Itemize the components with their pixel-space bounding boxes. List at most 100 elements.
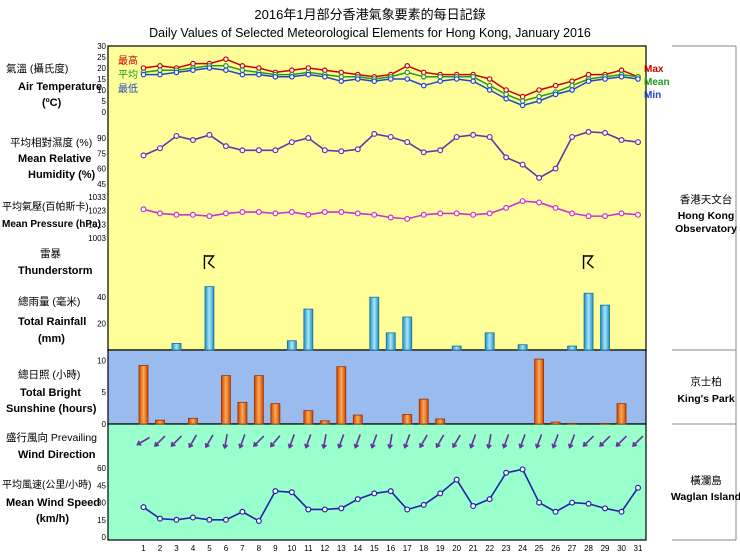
wind-arrow-day-30	[615, 435, 628, 447]
wind-arrow-day-11	[304, 434, 312, 449]
wind-arrow-day-29	[599, 435, 611, 447]
x-tick-19: 19	[436, 544, 445, 553]
x-tick-14: 14	[353, 544, 362, 553]
wind-arrow-day-15	[370, 434, 378, 449]
wind-arrow-day-21	[469, 434, 477, 449]
pressure-tick-1023: 1023	[88, 207, 106, 216]
humidity-point-17	[404, 139, 411, 146]
wind-speed-point-12	[321, 506, 328, 513]
temp-min-point-7	[239, 71, 246, 78]
temp-max-point-10	[289, 67, 295, 74]
sun-bar-day-6	[221, 375, 231, 425]
temp-mean-point-13	[338, 74, 345, 80]
sun-bar-day-17	[402, 414, 413, 425]
wind-speed-point-23	[503, 469, 510, 476]
x-tick-17: 17	[403, 544, 412, 553]
legend-min-en: Min	[644, 90, 661, 101]
rain-tick-20: 20	[97, 320, 106, 329]
thunder-label-en: Thunderstorm	[18, 265, 93, 277]
humidity-point-31	[634, 139, 641, 146]
station-hko-zh: 香港天文台	[680, 193, 733, 206]
humidity-point-27	[569, 133, 576, 140]
wind-speed-point-24	[519, 466, 526, 473]
humidity-point-29	[602, 129, 609, 136]
wind-speed-point-21	[470, 503, 477, 510]
temp-max-point-17	[404, 63, 411, 69]
wind-tick-45: 45	[97, 481, 106, 490]
pressure-point-1	[140, 206, 147, 213]
windspeed-label-en-2: (km/h)	[36, 513, 69, 525]
temp-max-point-4	[190, 60, 196, 67]
wind-speed-point-13	[338, 505, 345, 512]
pressure-point-5	[206, 213, 213, 220]
humidity-point-13	[338, 148, 345, 155]
wind-arrow-day-13	[337, 434, 345, 449]
humidity-point-4	[189, 137, 196, 144]
wind-arrow-day-4	[188, 434, 198, 449]
temp-min-point-31	[635, 76, 641, 82]
rain-label-en-1: Total Rainfall	[18, 316, 86, 328]
rain-bar-day-27	[567, 345, 577, 351]
winddir-label-en: Wind Direction	[18, 449, 96, 461]
rain-bar-day-17	[402, 316, 413, 351]
wind-speed-point-31	[634, 484, 641, 491]
x-tick-3: 3	[174, 544, 179, 553]
temp-max-point-22	[486, 76, 493, 82]
sun-bar-day-11	[303, 410, 314, 425]
humidity-point-9	[272, 147, 279, 154]
humidity-tick-60: 60	[97, 165, 106, 174]
temp-max-point-1	[140, 65, 147, 71]
temp-min-point-5	[206, 65, 213, 71]
pressure-point-9	[272, 210, 279, 217]
wind-speed-point-2	[156, 515, 163, 522]
sun-label-en-1: Total Bright	[20, 387, 81, 399]
wind-arrow-day-22	[486, 433, 492, 450]
pressure-point-26	[552, 204, 559, 211]
rain-label-en-2: (mm)	[38, 333, 65, 345]
wind-arrow-day-28	[582, 435, 595, 447]
wind-speed-point-27	[569, 499, 576, 506]
pressure-tick-1003: 1003	[88, 234, 106, 243]
humidity-point-18	[420, 149, 427, 156]
temp-tick-25: 25	[97, 53, 106, 62]
legend-max-zh: 最高	[118, 54, 138, 67]
thunderstorm-symbol-day-5	[203, 255, 215, 269]
temp-mean-point-23	[503, 91, 509, 98]
pressure-point-13	[338, 209, 345, 216]
pressure-point-29	[602, 213, 609, 220]
sun-tick-0: 0	[102, 420, 107, 429]
wind-speed-point-30	[618, 508, 625, 515]
wind-arrow-day-9	[269, 435, 281, 448]
station-kp-en: King's Park	[677, 393, 735, 405]
wind-speed-point-3	[173, 516, 180, 523]
x-tick-12: 12	[320, 544, 329, 553]
x-tick-2: 2	[158, 544, 163, 553]
humidity-point-7	[239, 147, 246, 154]
rain-bar-day-10	[286, 340, 297, 351]
pressure-point-18	[420, 211, 427, 218]
temp-max-point-2	[157, 63, 163, 69]
humidity-point-16	[387, 133, 394, 140]
legend-mean-zh: 平均	[118, 69, 138, 81]
humidity-point-12	[321, 147, 328, 154]
wind-arrow-day-17	[403, 434, 411, 449]
sun-bar-day-27	[567, 422, 577, 425]
rain-bar-day-24	[517, 344, 528, 351]
legend-mean-en: Mean	[644, 77, 670, 88]
humidity-point-6	[222, 143, 229, 150]
humidity-point-25	[536, 174, 543, 181]
humidity-label-en-2: Humidity (%)	[28, 169, 96, 181]
wind-speed-point-25	[536, 499, 543, 506]
wind-speed-point-20	[453, 476, 460, 483]
wind-arrow-day-2	[154, 435, 166, 447]
wind-speed-point-5	[206, 516, 213, 523]
temp-label-en-2: (ºC)	[42, 97, 62, 109]
pressure-point-20	[453, 210, 460, 217]
humidity-point-21	[470, 131, 477, 138]
rain-bar-day-22	[484, 332, 495, 351]
temp-min-point-20	[453, 76, 460, 82]
pressure-label-zh: 平均氣壓(百帕斯卡)	[2, 200, 89, 213]
temp-min-point-11	[305, 71, 312, 78]
temp-max-point-6	[223, 56, 229, 63]
humidity-point-24	[519, 161, 526, 168]
